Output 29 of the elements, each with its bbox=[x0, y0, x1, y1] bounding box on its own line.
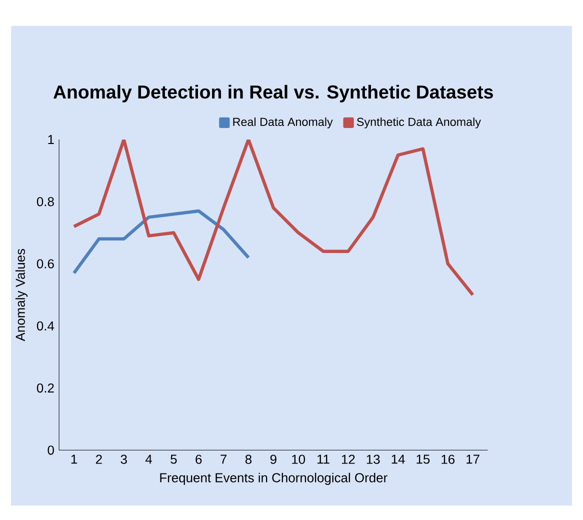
y-tick-label: 0.6 bbox=[36, 259, 54, 268]
x-tick-label: 9 bbox=[270, 454, 276, 464]
x-tick-label: 17 bbox=[466, 454, 480, 464]
x-tick-label: 12 bbox=[342, 454, 355, 464]
x-tick-label: 6 bbox=[196, 454, 202, 464]
y-axis-title: Anomaly Values bbox=[15, 248, 28, 342]
x-tick-label: 8 bbox=[245, 454, 252, 464]
x-tick-label: 7 bbox=[220, 454, 227, 464]
legend-label: Real Data Anomaly bbox=[233, 117, 333, 128]
y-tick-label: 0.8 bbox=[36, 196, 54, 206]
x-axis-title: Frequent Events in Chornological Order bbox=[160, 472, 388, 485]
y-tick-label: 0 bbox=[48, 445, 54, 455]
legend-label: Synthetic Data Anomaly bbox=[356, 117, 481, 128]
line-series bbox=[72, 139, 474, 296]
x-tick-label: 13 bbox=[366, 454, 380, 464]
x-tick-label: 2 bbox=[96, 454, 102, 464]
y-tick-label: 0.2 bbox=[36, 383, 54, 392]
x-tick-label: 4 bbox=[145, 454, 152, 464]
x-tick-label: 11 bbox=[318, 454, 330, 464]
y-tick-label: 0.4 bbox=[36, 321, 54, 330]
x-tick-label: 16 bbox=[442, 454, 455, 464]
x-tick-label: 3 bbox=[120, 454, 127, 464]
x-tick-label: 1 bbox=[71, 454, 77, 464]
x-tick-label: 14 bbox=[392, 454, 405, 464]
x-tick-label: 15 bbox=[416, 454, 430, 464]
chart-title: Anomaly Detection in Real vs. Synthetic Datasets bbox=[54, 84, 493, 102]
x-tick-label: 10 bbox=[292, 454, 306, 464]
x-tick-label: 5 bbox=[170, 454, 177, 464]
y-tick-label: 1 bbox=[48, 134, 54, 144]
